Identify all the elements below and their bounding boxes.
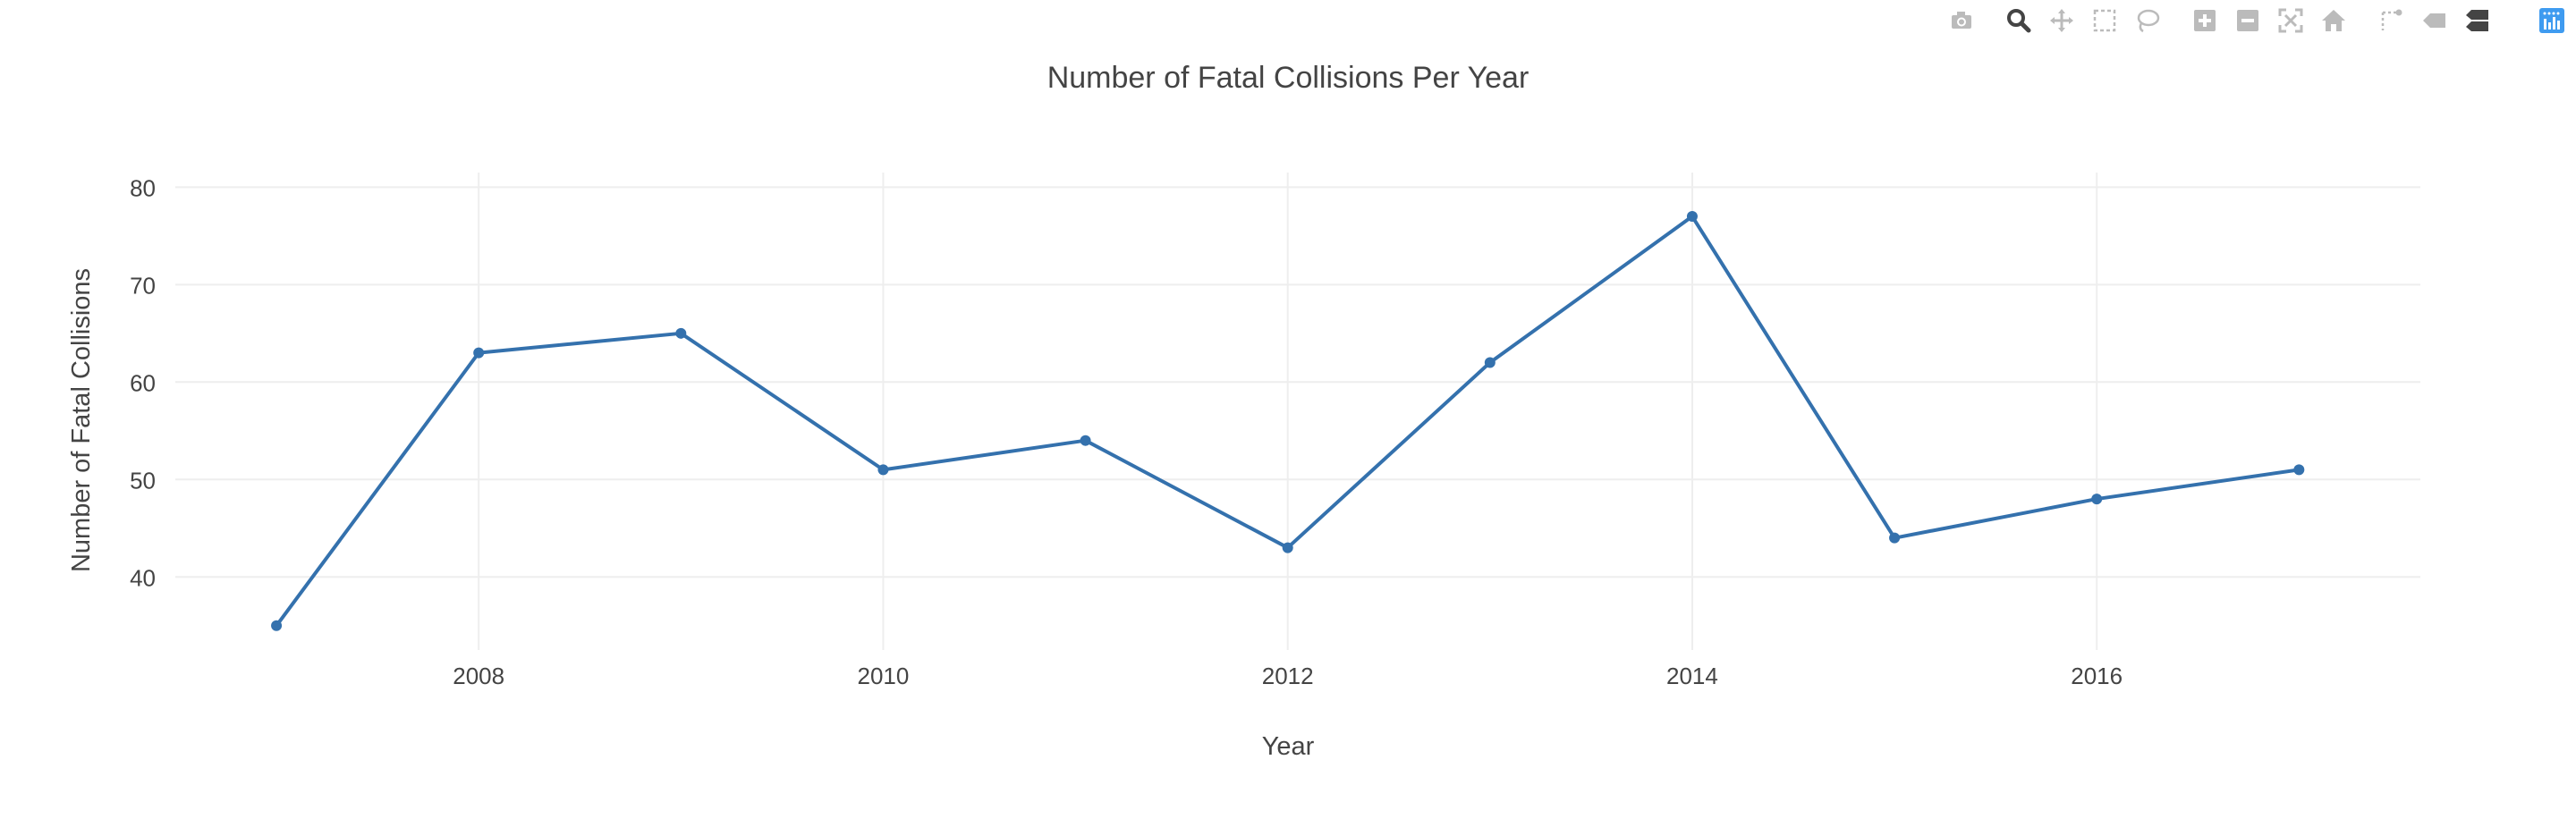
gridlines — [175, 173, 2420, 650]
data-point[interactable] — [1889, 532, 1901, 544]
data-point[interactable] — [473, 347, 485, 359]
y-tick-label: 80 — [130, 174, 156, 201]
x-tick-label: 2016 — [2071, 663, 2123, 689]
hover-closest-icon[interactable] — [2419, 5, 2449, 36]
y-tick-label: 60 — [130, 369, 156, 396]
series-fatal-collisions — [271, 211, 2305, 631]
box-select-icon[interactable] — [2089, 5, 2120, 36]
hover-compare-icon[interactable] — [2462, 5, 2492, 36]
lasso-select-icon[interactable] — [2132, 5, 2163, 36]
x-tick-label: 2012 — [1262, 663, 1314, 689]
data-point[interactable] — [1484, 357, 1496, 368]
zoom-in-icon[interactable] — [2190, 5, 2220, 36]
data-point[interactable] — [675, 327, 687, 339]
chart-title: Number of Fatal Collisions Per Year — [1047, 61, 1530, 95]
plotly-logo-icon[interactable] — [2537, 5, 2567, 36]
x-tick-label: 2008 — [453, 663, 504, 689]
data-point[interactable] — [1282, 542, 1293, 553]
zoom-out-icon[interactable] — [2233, 5, 2263, 36]
y-tick-label: 40 — [130, 564, 156, 591]
x-tick-label: 2014 — [1666, 663, 1718, 689]
data-point[interactable] — [877, 464, 889, 476]
x-axis-label: Year — [1262, 732, 1315, 761]
modebar — [1941, 5, 2567, 36]
autoscale-icon[interactable] — [2275, 5, 2306, 36]
reset-axes-icon[interactable] — [2318, 5, 2349, 36]
zoom-icon[interactable] — [2004, 5, 2034, 36]
tick-labels: 40 50 60 70 80 2008 2010 2012 2014 2016 — [130, 174, 2123, 689]
data-point[interactable] — [2293, 464, 2305, 476]
data-point[interactable] — [2091, 494, 2103, 505]
camera-icon[interactable] — [1946, 5, 1977, 36]
data-point[interactable] — [1080, 435, 1091, 446]
pan-icon[interactable] — [2046, 5, 2077, 36]
y-tick-label: 70 — [130, 272, 156, 299]
data-point[interactable] — [271, 620, 283, 631]
y-tick-label: 50 — [130, 467, 156, 494]
data-point[interactable] — [1686, 211, 1698, 223]
x-tick-label: 2010 — [858, 663, 910, 689]
spike-lines-icon[interactable] — [2376, 5, 2406, 36]
y-axis-label: Number of Fatal Collisions — [67, 268, 96, 572]
